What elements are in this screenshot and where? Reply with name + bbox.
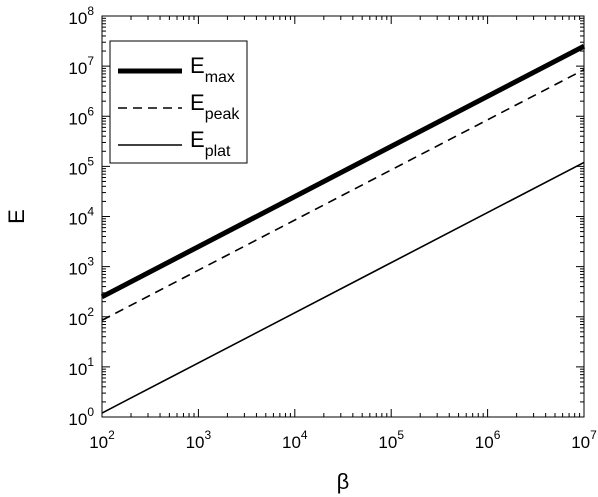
y-tick-label: 104 [68,205,94,229]
plot-frame [101,15,585,418]
x-axis-ticks: 102 103 104 105 106 107 [89,16,597,452]
y-tick-label: 102 [68,305,94,329]
legend-label-max: Emax [190,53,235,86]
x-tick-label: 105 [378,428,404,452]
legend-label-plat: Eplat [190,127,231,160]
legend-label-peak: Epeak [190,90,240,123]
y-tick-label: 101 [68,355,94,379]
x-tick-label: 104 [282,428,308,452]
y-tick-label: 108 [68,4,94,28]
series-line-max [100,43,586,300]
x-axis-label: β [337,469,350,494]
y-tick-label: 107 [68,54,94,78]
legend-box [109,40,248,164]
y-tick-label: 106 [68,104,94,128]
y-tick-label: 103 [68,255,94,279]
x-tick-label: 102 [89,428,115,452]
x-tick-label: 107 [571,428,597,452]
series-line-peak [101,68,585,321]
x-tick-label: 106 [475,428,501,452]
series-line-plat [101,161,585,414]
legend: Emax Epeak Eplat [109,40,248,164]
y-tick-label: 100 [68,405,94,429]
y-axis-label: E [4,209,29,224]
y-tick-label: 105 [68,154,94,178]
x-tick-label: 103 [186,428,212,452]
y-axis-ticks: 100 101 102 103 104 105 106 107 108 [68,4,584,429]
series-lines [100,43,586,414]
